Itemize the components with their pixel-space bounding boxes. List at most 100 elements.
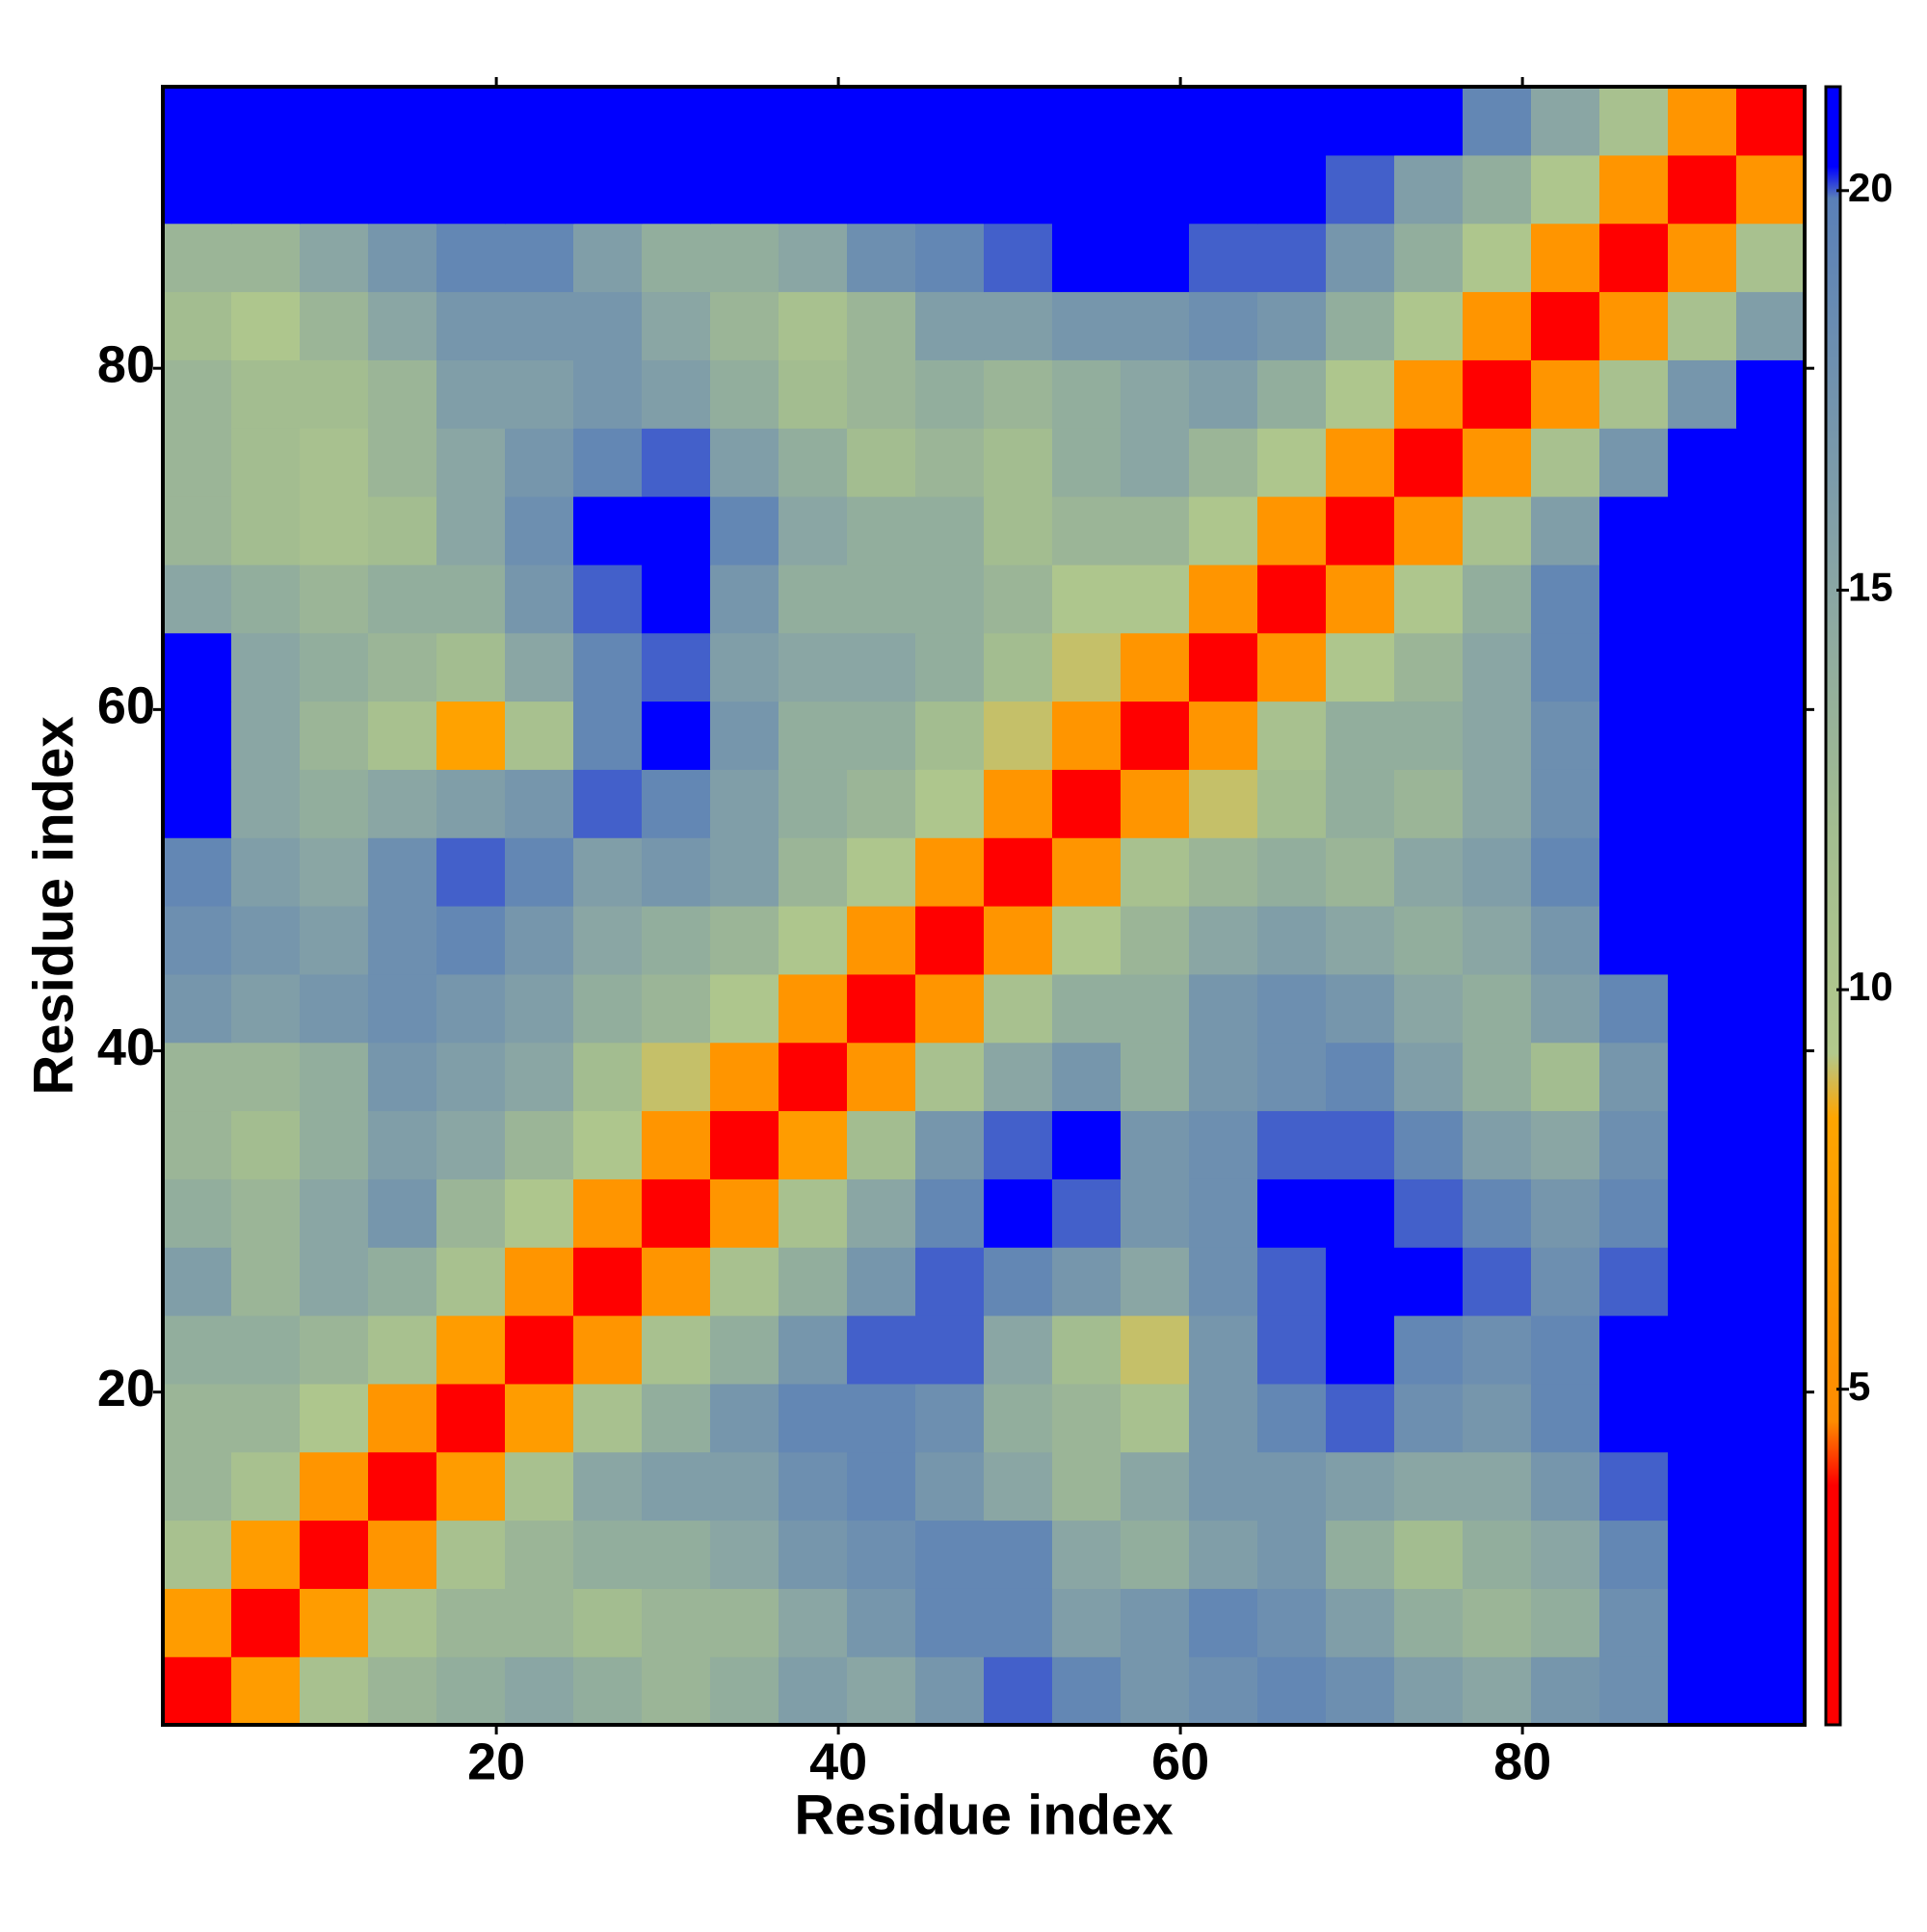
heatmap-cell bbox=[710, 291, 779, 360]
heatmap-cell bbox=[847, 837, 916, 907]
heatmap-cell bbox=[1257, 1247, 1327, 1316]
heatmap-cell bbox=[1257, 1520, 1327, 1589]
heatmap-cell bbox=[1052, 496, 1122, 566]
heatmap-cell bbox=[436, 1383, 506, 1453]
heatmap-cell bbox=[1257, 154, 1327, 225]
heatmap-cell bbox=[779, 223, 848, 293]
heatmap-cell bbox=[1531, 223, 1600, 293]
heatmap-cell bbox=[1736, 1520, 1806, 1589]
heatmap-cell bbox=[1531, 1042, 1600, 1112]
heatmap-cell bbox=[984, 291, 1053, 360]
heatmap-cell bbox=[1531, 428, 1600, 497]
heatmap-cell bbox=[436, 769, 506, 838]
heatmap-cell bbox=[1668, 837, 1737, 907]
heatmap-cell bbox=[1052, 1451, 1122, 1522]
heatmap-cell bbox=[915, 701, 985, 770]
heatmap-cell bbox=[300, 1656, 369, 1726]
heatmap-cell bbox=[1121, 1451, 1190, 1522]
heatmap-cell bbox=[231, 1315, 301, 1385]
heatmap-cell bbox=[1326, 1588, 1395, 1657]
heatmap-cell bbox=[573, 564, 643, 634]
heatmap-cell bbox=[1463, 1042, 1532, 1112]
heatmap-cell bbox=[642, 632, 711, 702]
heatmap-cell bbox=[1599, 701, 1669, 770]
heatmap-cell bbox=[1189, 1588, 1258, 1657]
heatmap-cell bbox=[436, 564, 506, 634]
heatmap-cell bbox=[1668, 1178, 1737, 1248]
heatmap-cell bbox=[573, 1315, 643, 1385]
heatmap-cell bbox=[1257, 906, 1327, 975]
heatmap-cell bbox=[505, 769, 574, 838]
heatmap-cell bbox=[984, 769, 1053, 838]
heatmap-cell bbox=[300, 496, 369, 566]
heatmap-cell bbox=[231, 1588, 301, 1657]
heatmap-cell bbox=[1189, 496, 1258, 566]
heatmap-cell bbox=[368, 1178, 437, 1248]
heatmap-cell bbox=[231, 1110, 301, 1179]
heatmap-cell bbox=[300, 87, 369, 156]
heatmap-cell bbox=[1121, 428, 1190, 497]
heatmap-cell bbox=[505, 87, 574, 156]
heatmap-cell bbox=[1189, 632, 1258, 702]
heatmap-cell bbox=[710, 837, 779, 907]
heatmap-cell bbox=[847, 154, 916, 225]
heatmap-cell bbox=[231, 154, 301, 225]
heatmap-cell bbox=[1326, 1383, 1395, 1453]
heatmap-cell bbox=[710, 1451, 779, 1522]
heatmap-cell bbox=[1257, 359, 1327, 429]
heatmap-cell bbox=[710, 906, 779, 975]
heatmap-cell bbox=[573, 428, 643, 497]
heatmap-cell bbox=[984, 1588, 1053, 1657]
heatmap-cell bbox=[231, 1042, 301, 1112]
heatmap-cell bbox=[368, 632, 437, 702]
heatmap-cell bbox=[1394, 496, 1464, 566]
heatmap-cell bbox=[231, 1178, 301, 1248]
heatmap-cell bbox=[300, 1110, 369, 1179]
heatmap-cell bbox=[1326, 1451, 1395, 1522]
heatmap-cell bbox=[1394, 87, 1464, 156]
heatmap-cell bbox=[642, 701, 711, 770]
heatmap-cell bbox=[1326, 701, 1395, 770]
heatmap-cell bbox=[1257, 1656, 1327, 1726]
heatmap-cell bbox=[710, 1588, 779, 1657]
heatmap-cell bbox=[1394, 973, 1464, 1044]
heatmap-cell bbox=[779, 428, 848, 497]
heatmap-cell bbox=[1531, 1588, 1600, 1657]
heatmap-cell bbox=[1052, 154, 1122, 225]
heatmap-cell bbox=[163, 1383, 232, 1453]
heatmap-cell bbox=[1668, 1588, 1737, 1657]
heatmap-cell bbox=[368, 1247, 437, 1316]
heatmap-cell bbox=[642, 291, 711, 360]
heatmap-cell bbox=[1257, 973, 1327, 1044]
heatmap-cell bbox=[1189, 87, 1258, 156]
heatmap-cell bbox=[984, 223, 1053, 293]
heatmap-cell bbox=[368, 564, 437, 634]
heatmap-cell bbox=[642, 1520, 711, 1589]
heatmap-cell bbox=[1326, 1042, 1395, 1112]
heatmap-cell bbox=[1531, 1451, 1600, 1522]
heatmap-cell bbox=[1052, 1110, 1122, 1179]
heatmap-cell bbox=[368, 1520, 437, 1589]
heatmap-cell bbox=[1531, 87, 1600, 156]
heatmap-cell bbox=[368, 359, 437, 429]
heatmap-cell bbox=[300, 1383, 369, 1453]
heatmap-cell bbox=[847, 1247, 916, 1316]
heatmap-cell bbox=[1052, 1178, 1122, 1248]
heatmap-cell bbox=[710, 973, 779, 1044]
heatmap-cell bbox=[231, 769, 301, 838]
heatmap-cell bbox=[1668, 154, 1737, 225]
heatmap-cell bbox=[1121, 154, 1190, 225]
heatmap-cell bbox=[300, 1042, 369, 1112]
heatmap-cell bbox=[368, 1110, 437, 1179]
heatmap-cell bbox=[1599, 1451, 1669, 1522]
heatmap-cell bbox=[1189, 973, 1258, 1044]
heatmap-cell bbox=[1257, 1451, 1327, 1522]
heatmap-cell bbox=[163, 496, 232, 566]
heatmap-cell bbox=[300, 428, 369, 497]
heatmap-cell bbox=[1394, 1520, 1464, 1589]
heatmap-cell bbox=[847, 1656, 916, 1726]
heatmap-cell bbox=[1121, 223, 1190, 293]
heatmap-cell bbox=[368, 291, 437, 360]
heatmap-cell bbox=[847, 359, 916, 429]
heatmap-cell bbox=[1326, 291, 1395, 360]
